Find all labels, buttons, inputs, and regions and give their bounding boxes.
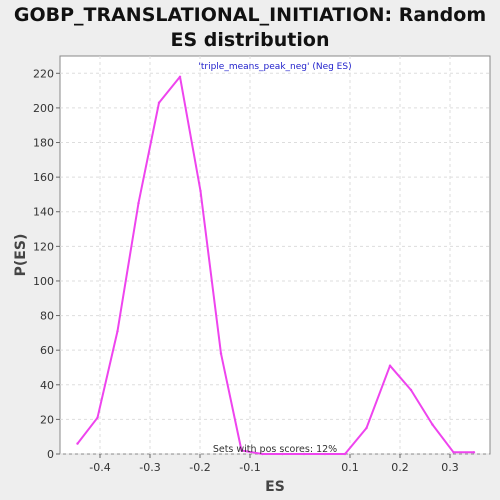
x-tick-label: 0.3 [441,461,459,474]
series-point [178,75,182,78]
series-point [137,201,140,205]
series-point [409,388,413,392]
series-point [365,426,368,430]
series-point [302,452,306,456]
series-point [199,189,202,193]
plot-area [59,55,491,455]
series-point [431,423,434,426]
series-point [388,364,392,367]
chart-title-line-1: GOBP_TRANSLATIONAL_INITIATION: Random [14,4,486,26]
series-point [472,451,476,454]
annotation-text: Sets with pos scores: 12% [213,444,337,455]
y-tick-label: 20 [40,413,54,426]
legend-series-label: 'triple_means_peak_neg' (Neg ES) [198,62,351,72]
series-point [323,452,327,456]
y-tick-label: 80 [40,310,54,323]
series-layer [76,75,476,456]
series-line [76,75,474,455]
y-tick-label: 180 [33,137,54,150]
y-tick-label: 60 [40,344,54,357]
y-tick-label: 160 [33,171,54,184]
x-tick-label: -0.4 [89,461,110,474]
y-tick-label: 120 [33,240,54,253]
x-tick-label: -0.3 [139,461,160,474]
x-tick-label: 0.1 [341,461,359,474]
x-axis-label: ES [265,479,285,495]
y-axis-label: P(ES) [13,234,29,277]
series-point [343,452,347,456]
y-tick-label: 100 [33,275,54,288]
x-tick-label: 0.2 [391,461,409,474]
series-point [116,329,119,333]
series-point [96,416,99,419]
series-point [281,452,284,456]
x-tick-label: -0.2 [189,461,210,474]
series-point [219,352,223,355]
series-point [261,452,264,456]
y-tick-label: 0 [47,448,54,461]
y-tick-label: 140 [33,206,54,219]
chart-title-line-2: ES distribution [171,29,330,51]
grid-lines [60,56,490,455]
series-point [452,451,455,454]
y-tick-label: 200 [33,102,54,115]
y-tick-label: 220 [33,67,54,80]
y-tick-label: 40 [40,379,54,392]
series-point [76,442,79,445]
x-tick-label: -0.1 [239,461,260,474]
series-point [157,101,161,104]
tick-layer: 0 20 40 60 80 100 120 140 160 180 200 220 -0.4 -0.3 -0… [33,67,459,474]
series-point [240,449,243,452]
